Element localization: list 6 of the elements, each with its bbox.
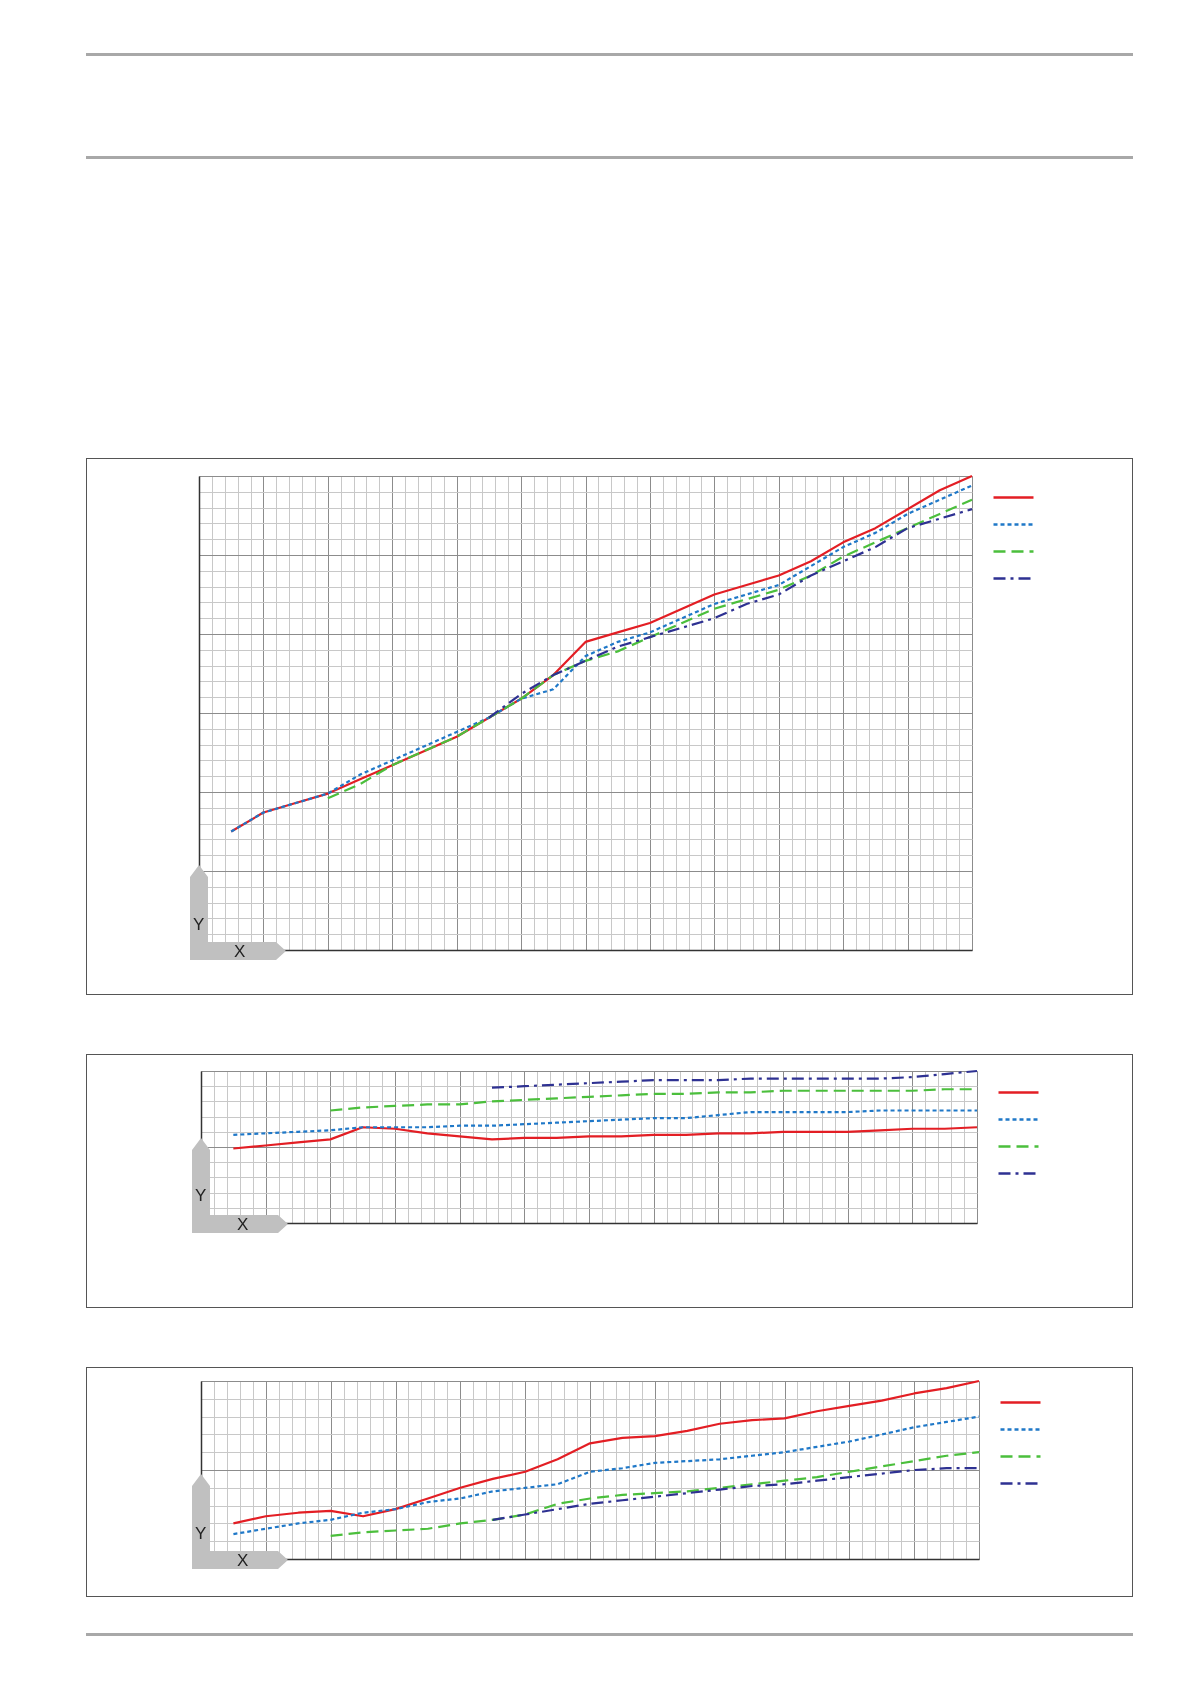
y-axis-title: Y: [193, 915, 205, 934]
x-axis-title: X: [237, 1551, 249, 1570]
y-axis-title: Y: [195, 1524, 207, 1543]
y-axis-title: Y: [195, 1186, 207, 1205]
x-axis-title: X: [237, 1215, 249, 1234]
x-axis-title: X: [234, 942, 246, 961]
